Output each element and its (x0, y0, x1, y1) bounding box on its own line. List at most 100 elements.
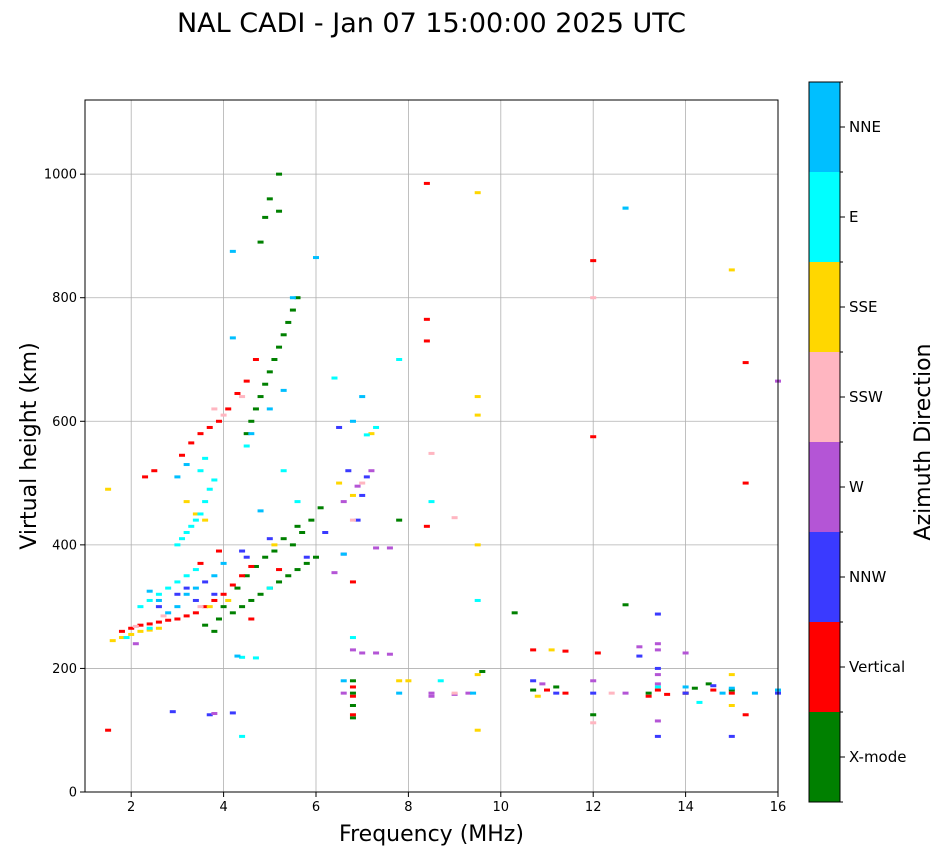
data-point-x-mode (276, 345, 283, 349)
data-point-sse (109, 639, 116, 643)
data-point-w (340, 691, 347, 695)
chart-title: NAL CADI - Jan 07 15:00:00 2025 UTC (176, 8, 687, 39)
data-point-x-mode (294, 296, 301, 300)
data-point-sse (405, 679, 412, 683)
data-point-nne (146, 589, 153, 593)
data-point-vertical (105, 728, 112, 732)
colorbar-segment (809, 262, 840, 352)
colorbar-segment (809, 352, 840, 442)
data-point-nne (165, 611, 172, 615)
data-point-x-mode (349, 691, 356, 695)
data-point-nne (313, 256, 319, 260)
data-point-sse (137, 629, 144, 633)
colorbar-label: W (849, 478, 864, 496)
data-point-x-mode (349, 704, 356, 707)
data-point-vertical (215, 419, 222, 423)
data-point-e (428, 500, 435, 504)
data-point-vertical (742, 713, 749, 717)
data-point-w (654, 648, 661, 652)
data-point-vertical (590, 259, 597, 263)
data-point-nne (229, 336, 236, 340)
data-point-e (266, 586, 273, 590)
data-point-vertical (179, 453, 186, 457)
data-point-nnw (363, 475, 370, 479)
data-point-x-mode (705, 682, 712, 686)
data-point-ssw (608, 691, 615, 695)
data-point-nnw (682, 691, 689, 695)
data-point-ssw (590, 721, 597, 725)
data-point-sse (474, 728, 481, 732)
data-point-nne (340, 552, 347, 556)
data-point-nnw (345, 469, 352, 473)
data-point-nne (682, 685, 689, 689)
data-point-vertical (142, 475, 149, 479)
data-point-nne (751, 691, 758, 695)
data-points-layer (105, 172, 781, 738)
data-point-e (146, 598, 153, 602)
data-point-w (428, 694, 435, 698)
data-point-vertical (252, 358, 259, 361)
x-tick-label: 6 (312, 800, 320, 815)
data-point-vertical (742, 481, 749, 485)
data-point-vertical (234, 391, 241, 395)
data-point-w (349, 648, 356, 652)
data-point-nne (183, 592, 190, 596)
data-point-nnw (359, 493, 366, 497)
data-point-x-mode (530, 688, 537, 692)
y-tick-label: 800 (52, 291, 77, 306)
data-point-x-mode (553, 685, 560, 689)
data-point-e (239, 655, 246, 659)
data-point-vertical (197, 432, 204, 436)
data-point-nne (234, 654, 241, 658)
data-point-sse (728, 268, 735, 272)
data-point-x-mode (257, 395, 264, 399)
data-point-vertical (423, 181, 430, 185)
data-point-nnw (183, 586, 190, 590)
data-point-sse (349, 493, 356, 497)
data-point-e (123, 636, 130, 640)
colorbar-segment (809, 82, 840, 172)
data-point-nnw (174, 592, 181, 596)
data-point-x-mode (276, 209, 283, 213)
data-point-sse (474, 543, 481, 547)
colorbar-segment (809, 622, 840, 712)
data-point-e (174, 580, 181, 584)
data-point-sse (128, 632, 135, 636)
data-point-vertical (562, 691, 569, 695)
plot-area-frame (84, 99, 779, 793)
data-point-w (590, 679, 597, 683)
data-point-vertical (128, 626, 135, 630)
data-point-vertical (248, 617, 255, 621)
data-point-nnw (354, 518, 361, 522)
data-point-vertical (197, 561, 204, 565)
data-point-nnw (636, 654, 643, 658)
data-point-nnw (710, 684, 717, 688)
data-point-vertical (276, 568, 283, 572)
data-point-sse (548, 648, 555, 652)
data-point-nne (174, 605, 181, 609)
data-point-vertical (225, 407, 232, 411)
data-point-x-mode (211, 629, 218, 633)
data-point-sse (474, 191, 481, 195)
data-point-ssw (239, 395, 246, 399)
data-point-vertical (174, 617, 181, 621)
data-point-ssw (132, 624, 139, 628)
data-point-vertical (710, 688, 717, 692)
data-point-e (696, 700, 703, 704)
data-point-vertical (146, 622, 153, 626)
data-point-x-mode (313, 555, 319, 559)
data-point-nne (728, 686, 735, 690)
colorbar-label: SSW (849, 388, 883, 406)
data-point-vertical (229, 583, 236, 587)
data-point-w (654, 673, 661, 677)
data-point-w (340, 500, 347, 504)
data-point-nnw (654, 666, 661, 670)
data-point-w (373, 651, 380, 655)
data-point-sse (105, 487, 112, 491)
data-point-w (132, 642, 139, 646)
data-point-x-mode (396, 518, 403, 522)
data-point-nnw (155, 605, 162, 609)
data-point-nnw (590, 691, 597, 695)
data-point-vertical (183, 614, 190, 618)
data-point-sse (155, 626, 162, 630)
